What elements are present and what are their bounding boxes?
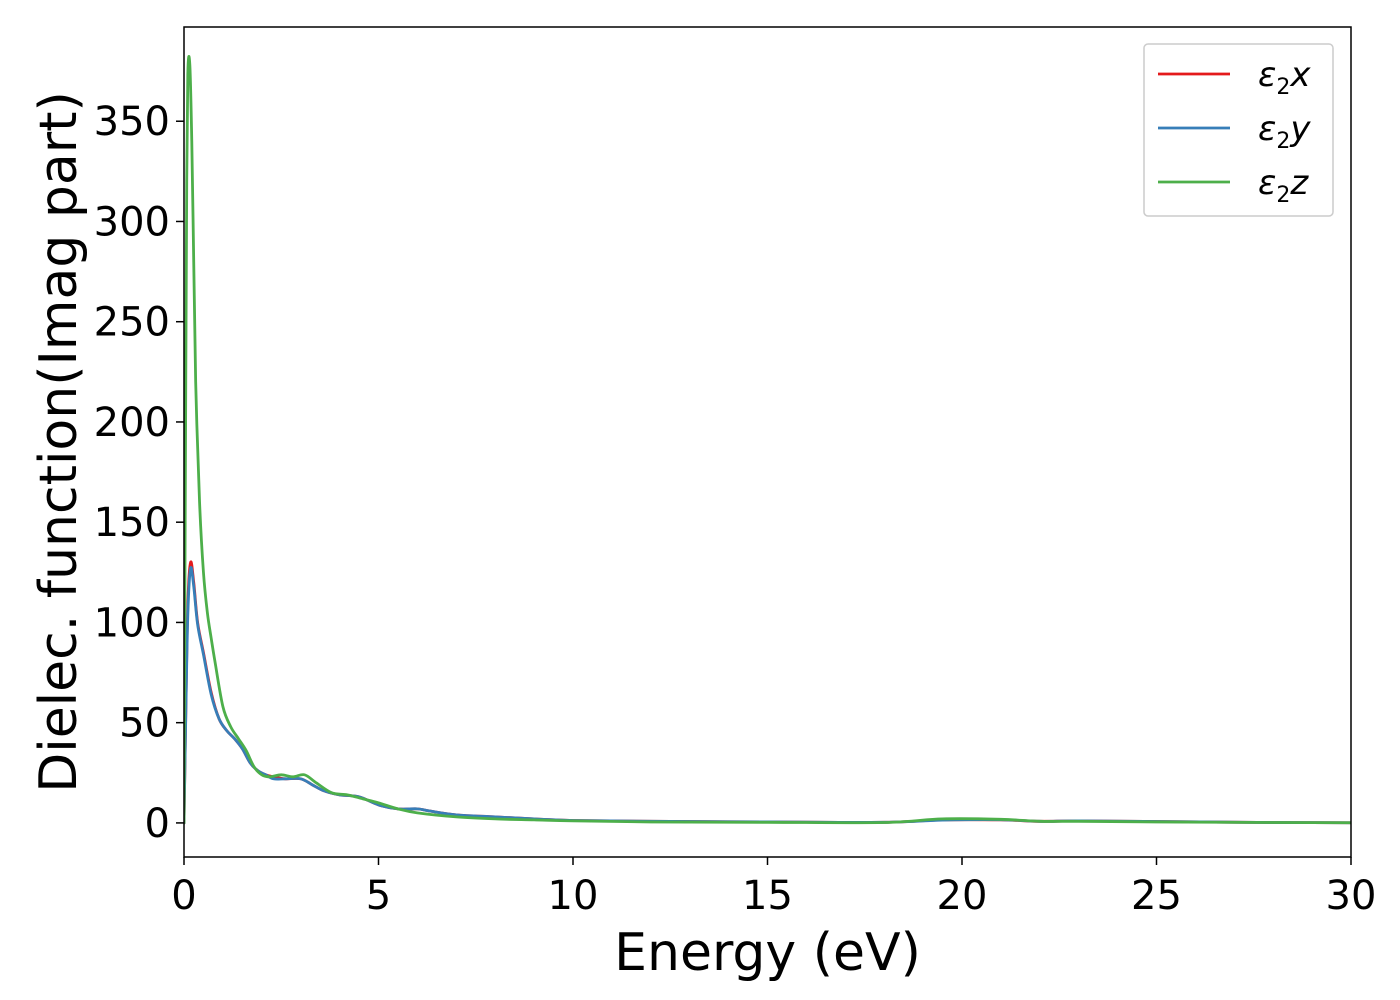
- legend-box: [1143, 43, 1334, 217]
- y-axis: 0 50 100 150 200 250 300 350: [94, 99, 184, 847]
- y-tick-label: 100: [94, 600, 170, 646]
- x-tick-label: 20: [937, 873, 988, 919]
- y-tick-label: 200: [94, 400, 170, 446]
- series-line-3: [184, 55, 1351, 825]
- x-tick-label: 5: [366, 873, 391, 919]
- legend-entry: ε2z: [1258, 163, 1309, 208]
- y-tick-label: 250: [94, 300, 170, 346]
- x-tick-label: 0: [171, 873, 196, 919]
- y-tick-label: 150: [94, 500, 170, 546]
- legend-entry: ε2x: [1258, 55, 1311, 100]
- x-axis-title: Energy (eV): [614, 923, 921, 983]
- x-axis: 0 5 10 15 20 25 30: [171, 857, 1376, 919]
- x-tick-label: 15: [742, 873, 793, 919]
- y-tick-label: 350: [94, 99, 170, 145]
- y-tick-label: 300: [94, 199, 170, 245]
- y-axis-title: Dielec. function(Imag part): [29, 91, 89, 793]
- legend: ε2x ε2y ε2z: [1143, 43, 1334, 217]
- plot-area: [184, 55, 1351, 825]
- x-tick-label: 30: [1326, 873, 1377, 919]
- series-line-2: [184, 566, 1351, 825]
- x-tick-label: 25: [1131, 873, 1182, 919]
- y-tick-label: 50: [119, 701, 170, 747]
- series-line-1: [184, 560, 1351, 825]
- legend-entry: ε2y: [1258, 109, 1311, 154]
- x-tick-label: 10: [548, 873, 599, 919]
- y-tick-label: 0: [145, 801, 170, 847]
